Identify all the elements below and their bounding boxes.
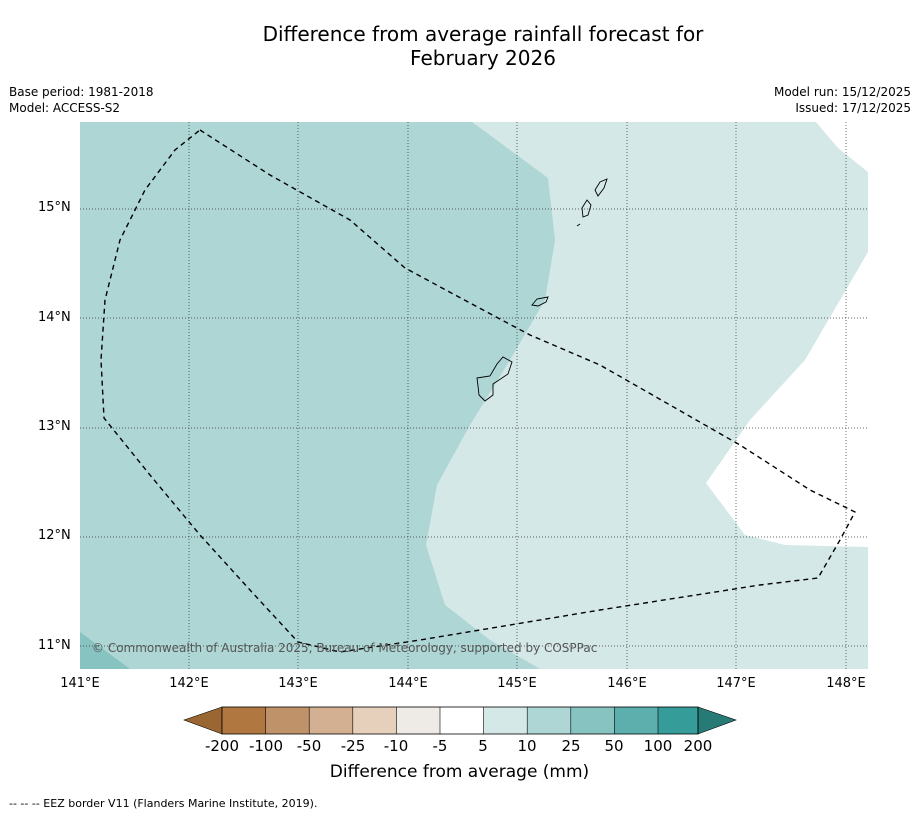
issued-date: Issued: 17/12/2025 <box>795 101 911 115</box>
eez-footnote: -- -- -- EEZ border V11 (Flanders Marine… <box>9 797 318 810</box>
tinian-island <box>581 199 592 218</box>
colorbar-cell <box>396 707 441 734</box>
map-title: Difference from average rainfall forecas… <box>0 22 919 70</box>
lat-label: 15°N <box>38 200 71 215</box>
colorbar-cell <box>440 707 484 734</box>
colorbar <box>183 706 737 735</box>
lat-label: 13°N <box>38 419 71 434</box>
colorbar-outline <box>221 706 699 735</box>
model-name: Model: ACCESS-S2 <box>9 101 121 115</box>
eez-border <box>100 129 856 653</box>
colorbar-tick: 10 <box>517 737 537 755</box>
lon-label: 144°E <box>388 676 428 691</box>
lat-label: 11°N <box>38 638 71 653</box>
lon-label: 142°E <box>169 676 209 691</box>
saipan-island <box>594 178 608 197</box>
base-period: Base period: 1981-2018 <box>9 85 154 99</box>
colorbar-cell <box>614 707 659 734</box>
colorbar-tick: -25 <box>340 737 366 755</box>
lon-label: 146°E <box>607 676 647 691</box>
title-line-1: Difference from average rainfall forecas… <box>262 22 704 46</box>
lat-label: 14°N <box>38 310 71 325</box>
title-line-2: February 2026 <box>410 46 556 70</box>
region-neutral <box>816 122 868 172</box>
colorbar-cell <box>309 707 354 734</box>
lon-label: 145°E <box>497 676 537 691</box>
colorbar-tick: 25 <box>561 737 581 755</box>
colorbar-cell <box>658 707 698 734</box>
colorbar-cell <box>222 707 266 734</box>
region-25-50mm <box>80 632 130 669</box>
colorbar-tick: 50 <box>604 737 624 755</box>
guam-island <box>476 356 513 402</box>
lon-label: 141°E <box>60 676 100 691</box>
colorbar-tick: -50 <box>296 737 322 755</box>
rota-island <box>531 296 549 307</box>
aguijan-island <box>576 223 581 227</box>
graticule <box>80 122 868 669</box>
colorbar-tick: 100 <box>643 737 673 755</box>
region-10-25mm <box>80 122 555 669</box>
lon-label: 148°E <box>826 676 866 691</box>
colorbar-cell <box>483 707 528 734</box>
colorbar-tick: -5 <box>432 737 448 755</box>
map-area <box>80 122 868 669</box>
colorbar-tick: -10 <box>383 737 409 755</box>
colorbar-tick: -100 <box>248 737 284 755</box>
model-run: Model run: 15/12/2025 <box>773 85 911 99</box>
colorbar-label: Difference from average (mm) <box>329 762 590 782</box>
colorbar-cell <box>265 707 310 734</box>
lon-label: 147°E <box>716 676 756 691</box>
colorbar-cell <box>352 707 397 734</box>
meta-right: Model run: 15/12/2025 Issued: 17/12/2025 <box>774 84 911 116</box>
lon-label: 143°E <box>278 676 318 691</box>
region-neutral-east <box>706 252 868 547</box>
copyright-notice: © Commonwealth of Australia 2025, Bureau… <box>92 641 598 655</box>
colorbar-tick: 5 <box>478 737 488 755</box>
colorbar-tick: -200 <box>204 737 240 755</box>
colorbar-extend-high <box>697 706 737 735</box>
meta-left: Base period: 1981-2018 Model: ACCESS-S2 <box>9 84 154 116</box>
colorbar-extend-low <box>183 706 223 735</box>
islands <box>476 178 608 402</box>
lat-label: 12°N <box>38 528 71 543</box>
colorbar-tick: 200 <box>683 737 713 755</box>
colorbar-cell <box>527 707 572 734</box>
colorbar-cell <box>570 707 615 734</box>
